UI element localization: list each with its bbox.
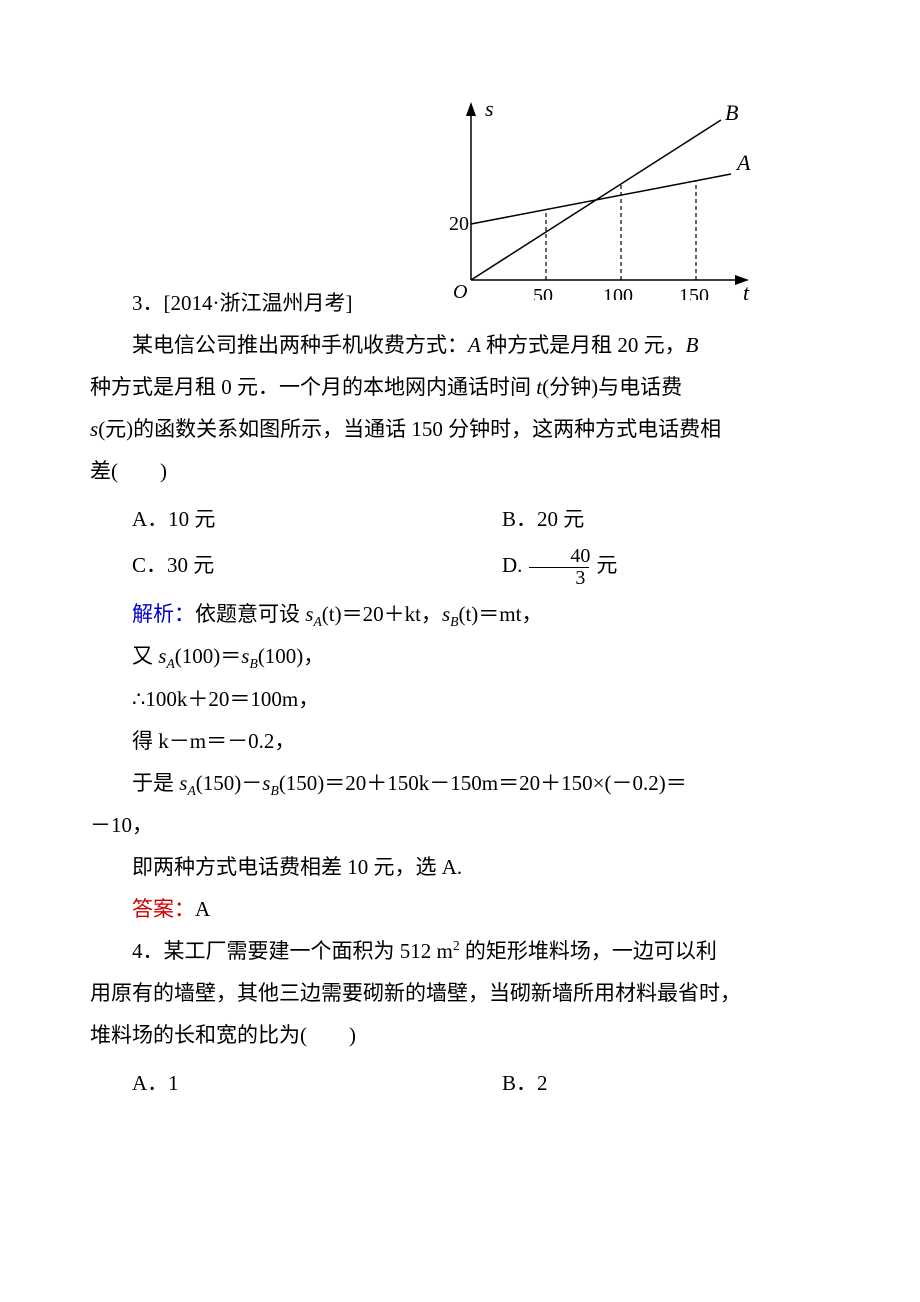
q3-text-2: 种方式是月租 0 元．一个月的本地网内通话时间 t(分钟)与电话费 xyxy=(90,366,830,408)
origin-label: O xyxy=(453,281,467,300)
x-tick-150: 150 xyxy=(679,285,709,300)
q3-text-1: 某电信公司推出两种手机收费方式：A 种方式是月租 20 元，B xyxy=(90,324,830,366)
q3-answer: 答案：A xyxy=(90,888,830,930)
q3-solution-6: 即两种方式电话费相差 10 元，选 A. xyxy=(90,846,830,888)
x-axis-label: t xyxy=(743,280,750,300)
y-tick-20: 20 xyxy=(449,213,469,235)
y-axis-label: s xyxy=(485,96,494,121)
q3-option-C: C．30 元 xyxy=(90,542,460,589)
q4-text-1: 4．某工厂需要建一个面积为 512 m2 的矩形堆料场，一边可以利 xyxy=(90,930,830,972)
answer-label: 答案： xyxy=(132,897,195,921)
x-tick-100: 100 xyxy=(603,285,633,300)
q4-options: A．1 B．2 xyxy=(90,1060,830,1106)
q3-option-D: D.403元 xyxy=(460,542,830,589)
series-A-line xyxy=(471,174,731,224)
series-B-line xyxy=(471,120,721,280)
q3-solution-3: ∴100k＋20＝100m， xyxy=(90,678,830,720)
q3-options: A．10 元 B．20 元 C．30 元 D.403元 xyxy=(90,496,830,589)
q3-option-A: A．10 元 xyxy=(90,496,460,542)
q4-option-A: A．1 xyxy=(90,1060,460,1106)
series-A-label: A xyxy=(735,150,751,175)
series-B-label: B xyxy=(725,100,738,125)
q4-text-3: 堆料场的长和宽的比为( ) xyxy=(90,1014,830,1056)
solution-label: 解析： xyxy=(132,602,195,626)
q3-text-4: 差( ) xyxy=(90,450,830,492)
q3-solution-5: 于是 sA(150)－sB(150)＝20＋150k－150m＝20＋150×(… xyxy=(90,762,830,805)
q3-solution-5b: －10， xyxy=(90,804,830,846)
q3-lead: 3．[2014·浙江温州月考] xyxy=(90,282,352,324)
q3-solution-4: 得 k－m＝－0.2， xyxy=(90,720,830,762)
q3-graph: 20 A B 50 100 150 O s xyxy=(411,90,771,314)
q3-text-3: s(元)的函数关系如图所示，当通话 150 分钟时，这两种方式电话费相 xyxy=(90,408,830,450)
q4-text-2: 用原有的墙壁，其他三边需要砌新的墙壁，当砌新墙所用材料最省时， xyxy=(90,972,830,1014)
q3-solution-2: 又 sA(100)＝sB(100)， xyxy=(90,635,830,678)
q4-option-B: B．2 xyxy=(460,1060,830,1106)
q3-option-B: B．20 元 xyxy=(460,496,830,542)
q3-solution-1: 解析：依题意可设 sA(t)＝20＋kt，sB(t)＝mt， xyxy=(90,593,830,636)
x-tick-50: 50 xyxy=(533,285,553,300)
